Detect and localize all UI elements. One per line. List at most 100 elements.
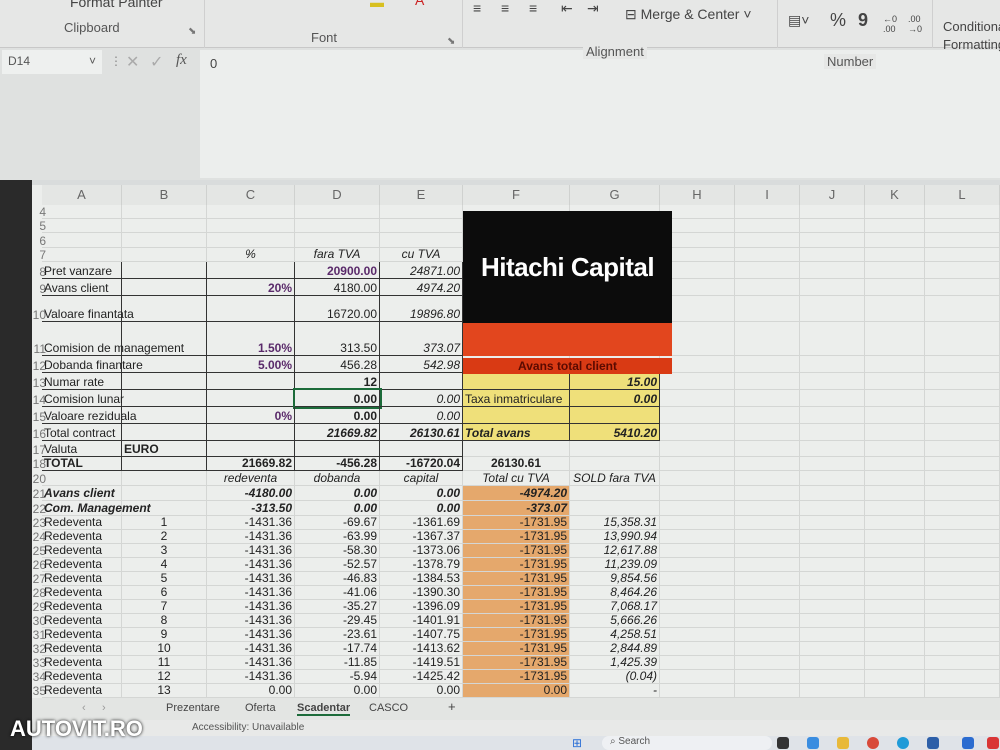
cell-f28[interactable]: -1731.95 [463, 585, 570, 600]
cell-d28[interactable]: -41.06 [295, 585, 380, 600]
scroll-right-icon[interactable]: › [102, 702, 106, 714]
cell-a32[interactable]: Redeventa [42, 641, 122, 656]
cell-l35[interactable] [925, 684, 1000, 698]
cell-l31[interactable] [925, 628, 1000, 642]
cell-e22[interactable]: 0.00 [380, 501, 463, 516]
cell-j16[interactable] [800, 424, 865, 441]
cell-b30[interactable]: 8 [122, 613, 207, 628]
column-header-i[interactable]: I [735, 185, 800, 205]
cell-f25[interactable]: -1731.95 [463, 543, 570, 558]
cell-j32[interactable] [800, 642, 865, 656]
row-header-31[interactable]: 31 [32, 628, 46, 642]
cell-c5[interactable] [207, 219, 295, 233]
cell-h21[interactable] [660, 486, 735, 501]
column-header-d[interactable]: D [295, 185, 380, 205]
cell-b33[interactable]: 11 [122, 655, 207, 670]
accessibility-status[interactable]: Accessibility: Unavailable [192, 722, 305, 733]
cell-l34[interactable] [925, 670, 1000, 684]
cell-e5[interactable] [380, 219, 463, 233]
cell-i15[interactable] [735, 407, 800, 424]
cell-a22[interactable]: Com. Management [42, 501, 151, 516]
cell-b29[interactable]: 7 [122, 599, 207, 614]
cell-k25[interactable] [865, 544, 925, 558]
cell-h20[interactable] [660, 471, 735, 486]
cell-d31[interactable]: -23.61 [295, 627, 380, 642]
cell-k11[interactable] [865, 322, 925, 356]
cell-a12[interactable]: Dobanda finantare [42, 356, 143, 373]
row-header-6[interactable]: 6 [39, 234, 46, 248]
row-header-4[interactable]: 4 [39, 205, 46, 219]
cell-j23[interactable] [800, 516, 865, 530]
cell-e11[interactable]: 373.07 [380, 322, 463, 356]
cell-b21[interactable] [122, 486, 207, 501]
row-header-28[interactable]: 28 [32, 586, 46, 600]
cell-d12[interactable]: 456.28 [295, 356, 380, 373]
column-header-j[interactable]: J [800, 185, 865, 205]
cell-b10[interactable] [122, 296, 207, 322]
cell-d7[interactable]: fara TVA [295, 247, 380, 262]
column-header-a[interactable]: A [42, 185, 122, 205]
cell-a31[interactable]: Redeventa [42, 627, 122, 642]
spreadsheet-grid[interactable]: A B C D E F G H I J K L 4 5 6 7% fara TVA cu TVA 8 Pret van… [32, 185, 1000, 700]
cell-i25[interactable] [735, 544, 800, 558]
cell-e23[interactable]: -1361.69 [380, 515, 463, 530]
cell-j10[interactable] [800, 296, 865, 322]
cell-b9[interactable] [122, 279, 207, 296]
cell-f13[interactable] [463, 373, 570, 390]
cell-k12[interactable] [865, 356, 925, 373]
row-header-9[interactable]: 9 [39, 282, 46, 296]
cell-j26[interactable] [800, 558, 865, 572]
cell-f21[interactable]: -4974.20 [463, 486, 570, 501]
cell-l16[interactable] [925, 424, 1000, 441]
cell-f18[interactable]: 26130.61 [463, 456, 570, 471]
cell-g31[interactable]: 4,258.51 [570, 627, 660, 642]
cell-b32[interactable]: 10 [122, 641, 207, 656]
cell-e21[interactable]: 0.00 [380, 486, 463, 501]
cell-h34[interactable] [660, 670, 735, 684]
align-right-icon[interactable]: ≡ [529, 0, 538, 16]
cell-k7[interactable] [865, 248, 925, 262]
cell-h17[interactable] [660, 441, 735, 457]
cell-c18[interactable]: 21669.82 [207, 456, 295, 471]
name-box[interactable]: D14 ˅ [2, 50, 102, 74]
cell-k6[interactable] [865, 233, 925, 248]
cell-e31[interactable]: -1407.75 [380, 627, 463, 642]
cell-f27[interactable]: -1731.95 [463, 571, 570, 586]
cell-a30[interactable]: Redeventa [42, 613, 122, 628]
cell-k30[interactable] [865, 614, 925, 628]
cell-i31[interactable] [735, 628, 800, 642]
cell-g26[interactable]: 11,239.09 [570, 557, 660, 572]
cell-c34[interactable]: -1431.36 [207, 669, 295, 684]
cell-e20[interactable]: capital [380, 471, 463, 486]
cell-h26[interactable] [660, 558, 735, 572]
cell-k22[interactable] [865, 501, 925, 516]
cell-d30[interactable]: -29.45 [295, 613, 380, 628]
decrease-indent-icon[interactable]: ⇤ [561, 0, 573, 16]
cell-c27[interactable]: -1431.36 [207, 571, 295, 586]
add-sheet-button[interactable]: + [448, 699, 456, 714]
cell-k23[interactable] [865, 516, 925, 530]
cell-d9[interactable]: 4180.00 [295, 279, 380, 296]
cell-j6[interactable] [800, 233, 865, 248]
windows-start-icon[interactable]: ⊞ [572, 736, 583, 750]
cell-e17[interactable] [380, 441, 463, 457]
cell-i21[interactable] [735, 486, 800, 501]
row-header-12[interactable]: 12 [32, 359, 46, 373]
cell-k24[interactable] [865, 530, 925, 544]
cell-l22[interactable] [925, 501, 1000, 516]
cell-b5[interactable] [122, 219, 207, 233]
cell-c33[interactable]: -1431.36 [207, 655, 295, 670]
cell-j14[interactable] [800, 390, 865, 407]
cell-d13[interactable]: 12 [295, 373, 380, 390]
cell-j33[interactable] [800, 656, 865, 670]
cell-j24[interactable] [800, 530, 865, 544]
cell-e9[interactable]: 4974.20 [380, 279, 463, 296]
cancel-icon[interactable]: ✕ [126, 54, 140, 71]
cell-b20[interactable] [122, 471, 207, 486]
align-left-icon[interactable]: ≡ [473, 0, 482, 16]
row-header-16[interactable]: 16 [32, 427, 46, 441]
cell-h29[interactable] [660, 600, 735, 614]
cell-a25[interactable]: Redeventa [42, 543, 122, 558]
cell-g21[interactable] [570, 486, 660, 501]
highlight-color-icon[interactable]: ▬ [370, 0, 384, 10]
